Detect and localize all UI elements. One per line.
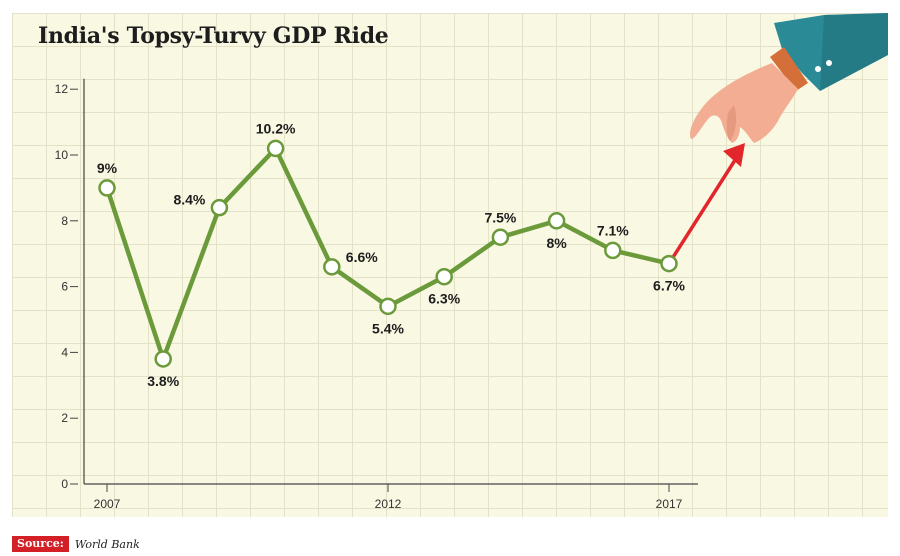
data-label: 7.5%: [484, 209, 516, 225]
y-tick-label: 0: [61, 477, 68, 491]
chart-panel: 0 2 4 6 8 10 12 2007 2012 2017 9% 3.8% 8.4% 10.2% 6.6…: [12, 13, 888, 517]
gdp-line-chart: 0 2 4 6 8 10 12 2007 2012 2017 9% 3.8% 8.4% 10.2% 6.6…: [55, 13, 888, 511]
data-point: [323, 258, 341, 276]
hand-illustration: [690, 13, 888, 143]
chart-title: India's Topsy-Turvy GDP Ride: [38, 23, 389, 49]
y-tick-label: 12: [55, 82, 69, 96]
data-label: 9%: [97, 160, 118, 176]
y-tick-label: 6: [61, 280, 68, 294]
trend-arrow-layer: [667, 143, 745, 265]
data-point: [154, 350, 172, 368]
y-tick-label: 8: [61, 214, 68, 228]
sleeve-button: [826, 60, 832, 66]
data-point: [98, 179, 116, 197]
y-tick-label: 4: [61, 345, 68, 359]
sleeve-shadow: [820, 13, 888, 91]
source-tag: Source:: [12, 536, 69, 552]
x-tick-label: 2007: [94, 497, 121, 511]
source-note: Source: World Bank: [12, 536, 140, 552]
data-point: [660, 254, 678, 273]
sleeve-button: [815, 66, 821, 72]
x-tick-label: 2012: [375, 497, 402, 511]
data-point: [435, 267, 453, 286]
data-point: [547, 212, 566, 230]
data-label: 7.1%: [597, 222, 629, 238]
data-label: 6.3%: [428, 291, 460, 307]
x-tick-label: 2017: [656, 497, 683, 511]
shirt-cuff: [770, 47, 808, 91]
data-point: [604, 241, 622, 260]
hand-finger: [726, 105, 737, 141]
data-point: [491, 228, 510, 246]
data-label: 5.4%: [372, 320, 404, 336]
data-point: [266, 139, 285, 158]
trend-arrow-shaft: [667, 156, 739, 265]
y-tick-label: 2: [61, 411, 68, 425]
data-points-layer: [98, 139, 678, 368]
data-label: 3.8%: [147, 373, 179, 389]
data-label: 6.7%: [653, 278, 685, 294]
data-point: [210, 198, 229, 217]
data-label: 8.4%: [173, 192, 205, 208]
y-tick-label: 10: [55, 148, 69, 162]
axes: 0 2 4 6 8 10 12 2007 2012 2017: [55, 78, 698, 511]
trend-arrow-head: [723, 143, 745, 167]
data-label: 10.2%: [256, 120, 296, 136]
data-labels-layer: 9% 3.8% 8.4% 10.2% 6.6% 5.4% 6.3% 7.5% 8% 7.1% 6.7…: [97, 120, 686, 389]
hand-palm: [690, 63, 798, 143]
source-text: World Bank: [74, 537, 140, 551]
data-label: 8%: [546, 235, 567, 251]
data-point: [379, 297, 397, 316]
data-label: 6.6%: [346, 249, 378, 265]
